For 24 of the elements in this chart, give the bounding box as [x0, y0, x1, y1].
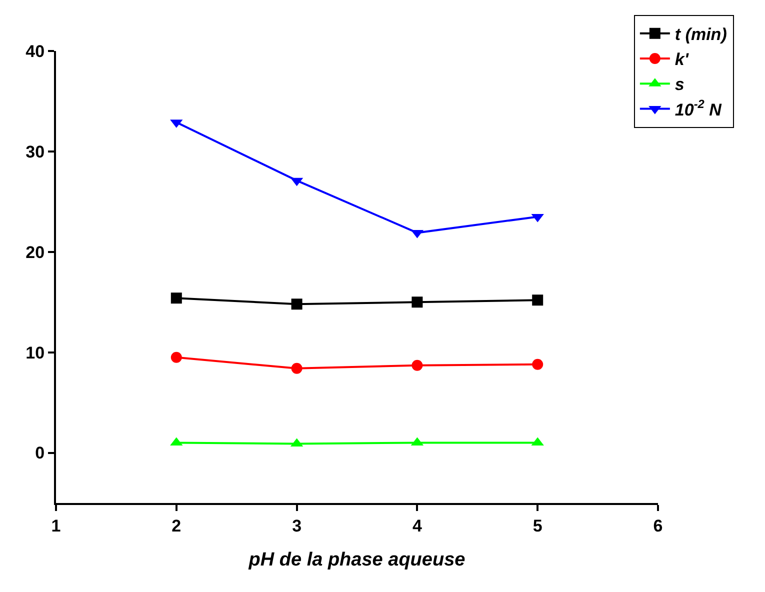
legend-label: t (min) — [674, 25, 728, 44]
x-tick-label: 3 — [292, 516, 302, 536]
point — [170, 292, 182, 304]
y-tick-label: 10 — [26, 343, 45, 362]
x-tick-label: 4 — [412, 516, 422, 536]
legend-label: k' — [674, 50, 690, 70]
point — [291, 362, 302, 374]
point — [532, 358, 544, 370]
y-tick-label: 20 — [26, 242, 45, 262]
y-tick-label: 40 — [26, 42, 45, 61]
legend-label: s — [674, 75, 684, 94]
point — [532, 294, 544, 306]
point — [170, 352, 182, 363]
x-tick-label: 1 — [51, 516, 61, 536]
y-tick-label: 0 — [35, 444, 45, 463]
legend-label: 10$^{-2}$ N — [674, 97, 722, 120]
point — [412, 296, 423, 308]
x-tick-label: 2 — [172, 516, 182, 536]
x-tick-label: 6 — [653, 516, 663, 536]
y-tick-label: 30 — [26, 142, 45, 162]
x-tick-label: 5 — [532, 516, 542, 536]
x-axis-title: pH de la phase aqueuse — [248, 550, 466, 571]
point — [291, 298, 302, 310]
point — [412, 360, 423, 371]
